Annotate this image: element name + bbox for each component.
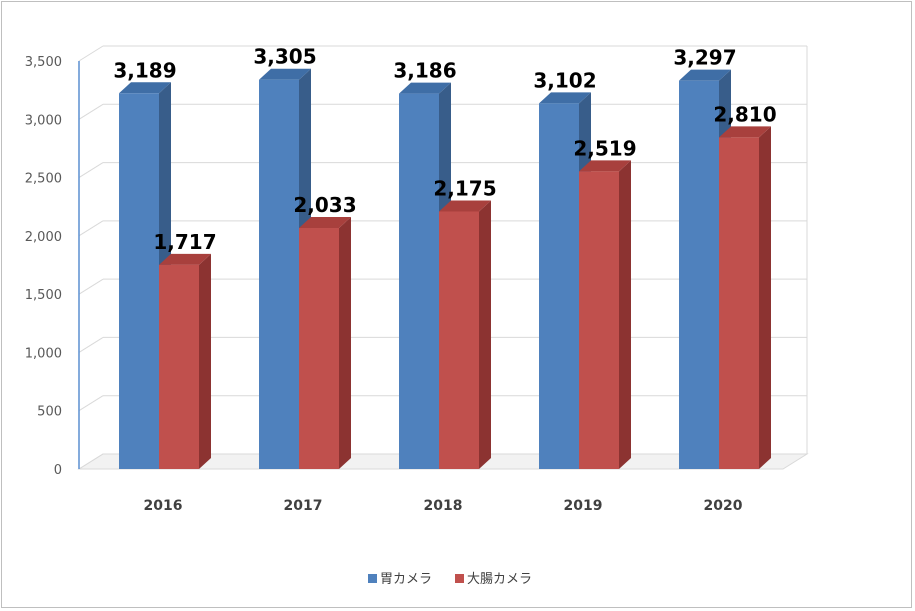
legend-label: 大腸カメラ <box>467 572 532 587</box>
bar <box>439 211 479 469</box>
bar-top <box>539 92 591 104</box>
legend-label: 胃カメラ <box>380 572 432 587</box>
bar-side <box>339 217 351 469</box>
x-category-label: 2018 <box>424 498 463 514</box>
gridline-diagonal <box>78 220 104 237</box>
data-label: 1,717 <box>153 230 216 254</box>
legend-swatch <box>455 574 464 583</box>
bar-side <box>619 160 631 469</box>
bar-top <box>719 126 771 138</box>
bar <box>679 80 719 469</box>
data-labels: 3,189 1,717 3,305 2,033 3,186 2,175 3,102 2,519… <box>113 45 776 254</box>
data-label: 2,175 <box>433 176 496 200</box>
x-category-label: 2016 <box>144 498 183 514</box>
bar-side <box>479 200 491 469</box>
gridline-diagonal <box>78 103 104 120</box>
bar-top <box>679 69 731 81</box>
bar-top <box>579 160 631 172</box>
data-label: 3,297 <box>673 46 736 70</box>
gridline-diagonal <box>78 162 104 178</box>
y-tick-label: 2,500 <box>25 172 62 187</box>
bar-top <box>119 82 171 94</box>
legend: 胃カメラ 大腸カメラ <box>368 572 532 587</box>
bar-side <box>199 253 211 469</box>
x-category-label: 2017 <box>284 498 323 514</box>
bar-top <box>299 217 351 229</box>
data-label: 2,810 <box>713 102 776 126</box>
y-tick-label: 500 <box>37 405 62 420</box>
y-tick-label: 1,000 <box>25 346 62 361</box>
data-label: 3,189 <box>113 58 176 82</box>
y-tick-label: 3,500 <box>25 55 62 70</box>
y-tick-label: 2,000 <box>25 230 62 245</box>
y-tick-label: 1,500 <box>25 288 62 303</box>
legend-swatch <box>368 574 377 583</box>
y-tick-label: 3,000 <box>25 113 62 128</box>
gridline-diagonal <box>78 453 104 470</box>
bar-top <box>399 82 451 94</box>
data-label: 3,186 <box>393 59 456 83</box>
bar-top <box>159 253 211 265</box>
gridline-diagonal <box>78 337 104 353</box>
gridline-diagonal <box>78 278 104 295</box>
bar <box>119 93 159 469</box>
bar <box>299 228 339 469</box>
data-label: 2,033 <box>293 193 356 217</box>
bar-side <box>759 126 771 469</box>
bar <box>719 137 759 470</box>
data-label: 2,519 <box>573 136 636 160</box>
bar <box>539 103 579 469</box>
data-label: 3,102 <box>533 68 596 92</box>
x-axis-categories: 2016 2017 2018 2019 2020 <box>144 498 743 514</box>
bar-top <box>439 200 491 212</box>
data-label: 3,305 <box>253 45 316 69</box>
gridline-diagonal <box>78 395 104 412</box>
bar-top <box>259 68 311 80</box>
bars <box>119 68 771 470</box>
bar <box>579 171 619 469</box>
bar <box>259 79 299 469</box>
bar <box>159 264 199 469</box>
gridline-diagonal <box>78 45 104 62</box>
bar <box>399 93 439 470</box>
y-axis-ticks: 0 500 1,000 1,500 2,000 2,500 3,000 3,500 <box>25 55 62 478</box>
y-tick-label: 0 <box>54 463 62 478</box>
x-category-label: 2020 <box>704 498 743 514</box>
x-category-label: 2019 <box>564 498 603 514</box>
